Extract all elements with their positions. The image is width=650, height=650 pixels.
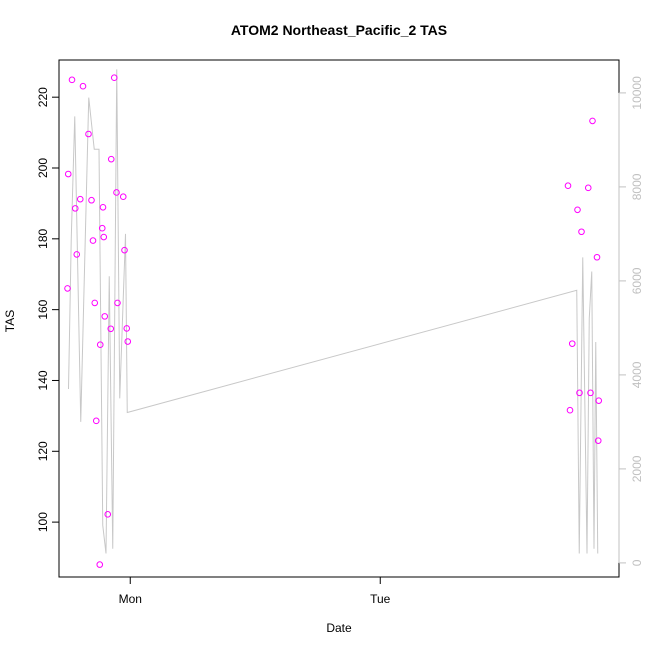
data-point [101,313,109,320]
y-right-tick-label: 10000 [630,76,644,110]
data-point [73,251,81,258]
data-point [107,325,115,333]
data-point [71,205,79,212]
y-left-tick-label: 220 [36,87,50,107]
chart-title: ATOM2 Northeast_Pacific_2 TAS [231,22,447,38]
y-left-tick-label: 100 [36,512,50,532]
line-series [68,69,599,554]
data-point [96,341,104,349]
data-point [566,406,574,414]
data-point [99,204,107,211]
data-point [564,182,572,190]
data-point [104,511,112,518]
line-series-path [68,69,599,554]
data-point [587,389,594,397]
data-point [584,184,592,192]
x-tick-label: Mon [119,592,142,606]
x-tick-label: Tue [370,592,391,606]
y-right-tick-label: 8000 [630,173,644,200]
data-point [110,74,118,82]
data-point [576,389,583,397]
y-right-tick-label: 6000 [630,267,644,294]
data-point [64,285,71,292]
data-point [107,155,115,163]
data-point [123,325,131,332]
y-left-tick-label: 120 [36,441,50,461]
y-axis-left: 100 120 140 160 180 200 220 [36,87,60,532]
y-right-tick-label: 0 [630,559,644,566]
data-point [574,206,581,214]
data-point [124,338,132,345]
data-point [121,246,128,254]
data-point [91,299,99,307]
data-point [594,437,602,444]
y-left-tick-label: 180 [36,228,50,248]
data-point [100,233,108,241]
data-point [76,195,84,203]
y-axis-label: TAS [3,310,17,332]
y-axis-right: 0 2000 4000 6000 8000 10000 [618,76,644,566]
data-point [568,340,576,347]
scatter-series [64,74,603,568]
plot-frame [58,59,620,578]
data-point [92,417,100,425]
data-point [68,76,76,84]
data-point [98,224,106,232]
y-left-tick-label: 140 [36,370,50,390]
data-point [88,196,95,204]
data-point [79,82,87,90]
data-point [589,117,596,125]
data-point [119,193,127,200]
y-left-tick-label: 200 [36,158,50,178]
data-point [114,299,121,307]
y-right-tick-label: 2000 [630,455,644,482]
data-point [578,228,585,236]
data-point [64,170,72,178]
y-right-tick-label: 4000 [630,361,644,388]
data-point [113,189,120,196]
data-point [96,561,104,568]
x-axis-label: Date [326,621,352,635]
data-point [593,253,601,261]
data-point [85,130,92,138]
data-point [89,237,97,244]
y-left-tick-label: 160 [36,299,50,319]
data-point [595,397,603,404]
x-axis: Mon Tue [119,576,391,606]
